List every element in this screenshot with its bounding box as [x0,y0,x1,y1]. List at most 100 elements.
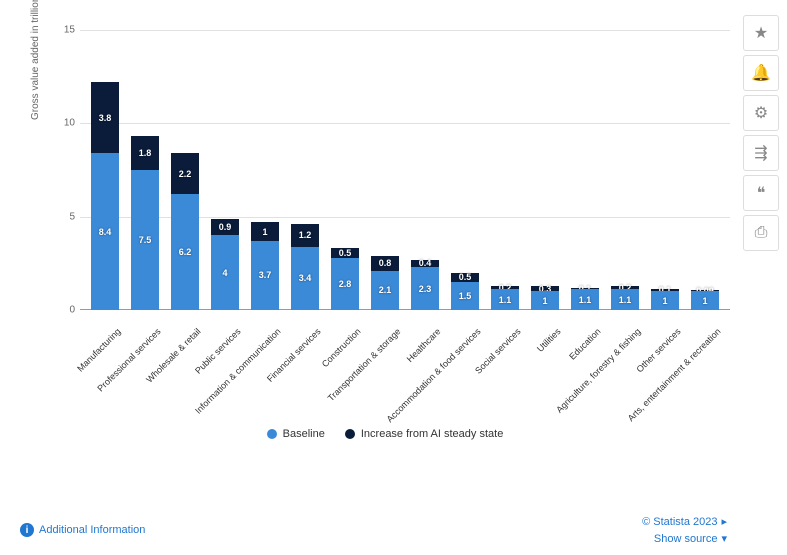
quote-icon: ❝ [757,183,766,203]
bar-segment-ai: 3.8 [91,82,119,153]
x-axis-label: Accommodation & food services [457,315,484,342]
share-icon: ⇶ [754,143,767,163]
show-source-link[interactable]: Show source ▾ [642,532,727,545]
bar-segment-baseline: 1 [651,291,679,310]
quote-button[interactable]: ❝ [743,175,779,211]
x-axis-label: Professional services [137,315,164,342]
bar-value-label: 1 [702,296,707,306]
bar-value-label: 1.2 [299,230,312,240]
bar-group: 0.11.1 [566,288,604,310]
sidebar-toolbar: ★ 🔔 ⚙ ⇶ ❝ ⎙ [743,15,779,251]
bar-segment-ai: 1.2 [291,224,319,246]
gear-icon: ⚙ [754,103,768,123]
star-icon: ★ [754,23,768,43]
bar-value-label: 1 [262,227,267,237]
bar-segment-baseline: 4 [211,235,239,310]
bar-value-label: 0.8 [379,258,392,268]
x-axis-label: Other services [657,315,684,342]
bar-group: 0.21.1 [606,286,644,310]
print-button[interactable]: ⎙ [743,215,779,251]
bar-segment-ai: 2.2 [171,153,199,194]
x-axis-label: Financial services [297,315,324,342]
x-axis-label: Agriculture, forestry & fishing [617,315,644,342]
bar-group: 0.5 1.5 [446,273,484,310]
bar-group: 13.7 [246,222,284,310]
bar-segment-baseline: 1.5 [451,282,479,310]
bar-segment-ai: 0.9 [211,219,239,236]
bar-segment-baseline: 1.1 [571,289,599,310]
info-icon: i [20,523,34,537]
chevron-down-icon: ▾ [721,532,727,545]
bar-segment-baseline: 6.2 [171,194,199,310]
bar-value-label: 1.1 [619,295,632,305]
y-tick: 5 [69,211,75,222]
flag-icon: ▸ [721,515,727,528]
bar-group: 0.4 2.3 [406,260,444,310]
bar-value-label: 7.5 [139,235,152,245]
legend-swatch-ai [345,429,355,439]
bar-value-label: 2.3 [419,284,432,294]
additional-info-label: Additional Information [39,524,145,536]
footer-right: © Statista 2023 ▸ Show source ▾ [642,515,727,545]
bar-group: 3.8 8.4 [86,82,124,310]
bar-segment-ai: 0.4 [411,260,439,267]
bar-segment-baseline: 1 [691,291,719,310]
legend-item-baseline: Baseline [267,428,325,440]
x-axis-label: Utilities [537,315,564,342]
bar-group: 0.94 [206,219,244,310]
share-button[interactable]: ⇶ [743,135,779,171]
bar-value-label: 0.5 [339,248,352,258]
bar-segment-baseline: 8.4 [91,153,119,310]
copyright: © Statista 2023 ▸ [642,515,727,528]
bar-value-label: 3.8 [99,113,112,123]
x-axis-label: Information & communication [257,315,284,342]
bar-segment-baseline: 2.8 [331,258,359,310]
bar-segment-baseline: 1.1 [491,289,519,310]
chart-container: Gross value added in trillion U.S. dolla… [40,20,730,500]
bar-group: 0.11 [646,289,684,310]
bar-value-label: 0.5 [459,272,472,282]
bar-group: 2.2 6.2 [166,153,204,310]
x-axis-label: Education [577,315,604,342]
additional-info-link[interactable]: i Additional Information [20,515,145,545]
y-tick: 0 [69,305,75,316]
gear-button[interactable]: ⚙ [743,95,779,131]
bar-segment-ai: 0.5 [451,273,479,282]
bar-group: 0.82.1 [366,256,404,310]
bar-value-label: 0.9 [219,222,232,232]
bar-segment-ai: 1 [251,222,279,241]
x-axis-label: Healthcare [417,315,444,342]
x-axis-label: Arts, entertainment & recreation [697,315,724,342]
bar-segment-ai: 0.5 [331,248,359,257]
y-tick: 15 [64,25,75,36]
y-axis: 051015 [40,30,80,310]
x-axis-label: Public services [217,315,244,342]
star-button[interactable]: ★ [743,15,779,51]
bar-segment-baseline: 2.1 [371,271,399,310]
x-axis-label: Construction [337,315,364,342]
bar-group: 0.52.8 [326,248,364,310]
copyright-text: © Statista 2023 [642,516,717,528]
bar-value-label: 1 [662,296,667,306]
bars-area: 3.88.41.87.52.26.20.9413.71.23.40.52.80.… [80,30,730,310]
bar-group: 1.8 7.5 [126,136,164,310]
bar-group: 0.21.1 [486,286,524,310]
bar-value-label: 6.2 [179,247,192,257]
bell-button[interactable]: 🔔 [743,55,779,91]
bar-segment-baseline: 7.5 [131,170,159,310]
legend-label-baseline: Baseline [283,428,325,440]
legend-swatch-baseline [267,429,277,439]
bar-segment-ai: 1.8 [131,136,159,170]
bar-segment-ai: 0.8 [371,256,399,271]
bar-value-label: 1 [542,296,547,306]
legend: Baseline Increase from AI steady state [40,428,730,440]
bar-segment-baseline: 2.3 [411,267,439,310]
bar-group: 1.2 3.4 [286,224,324,310]
bar-segment-baseline: 1.1 [611,289,639,310]
x-axis-label: Social services [497,315,524,342]
bar-value-label: 1.1 [579,295,592,305]
bar-value-label: 1.5 [459,291,472,301]
print-icon: ⎙ [755,224,768,242]
bar-value-label: 3.4 [299,273,312,283]
y-tick: 10 [64,118,75,129]
